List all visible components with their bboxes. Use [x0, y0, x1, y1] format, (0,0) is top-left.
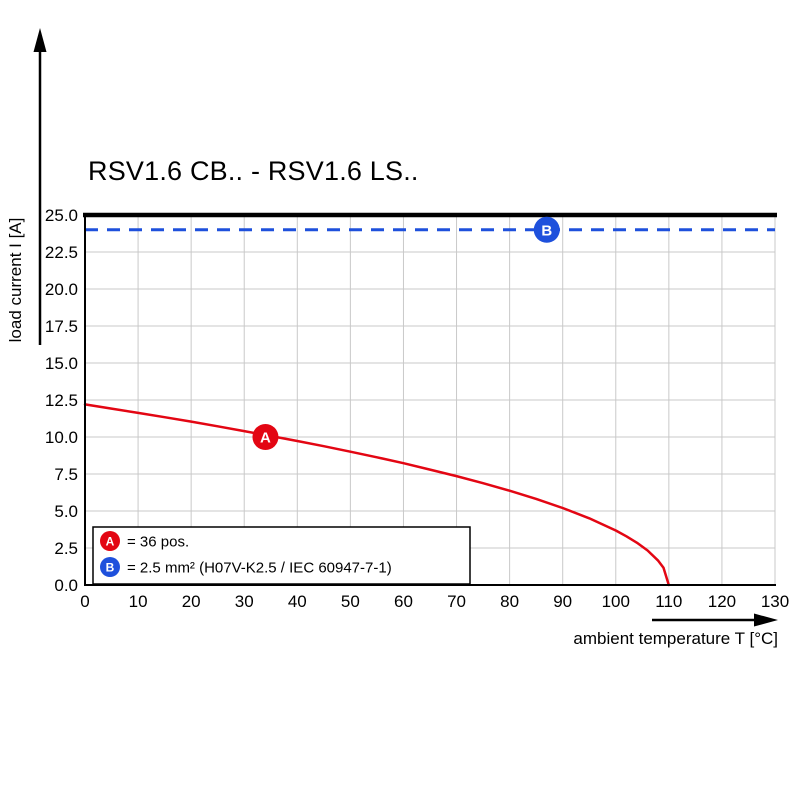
y-tick-label: 15.0 [45, 354, 78, 373]
x-tick-label: 90 [553, 592, 572, 611]
svg-text:B: B [541, 222, 552, 239]
marker-B: B [533, 216, 560, 243]
marker-A: A [252, 424, 279, 450]
x-tick-labels: 0 10 20 30 40 50 60 70 80 90 100 110 120 130 [80, 592, 789, 611]
chart-title: RSV1.6 CB.. - RSV1.6 LS.. [88, 156, 419, 186]
x-tick-label: 80 [500, 592, 519, 611]
x-axis-arrow [652, 613, 778, 627]
y-tick-label: 5.0 [54, 502, 78, 521]
series-A-curve [83, 403, 671, 587]
x-tick-label: 100 [602, 592, 630, 611]
x-tick-label: 70 [447, 592, 466, 611]
x-tick-label: 110 [655, 592, 682, 611]
y-tick-label: 10.0 [45, 428, 78, 447]
y-tick-label: 7.5 [54, 465, 78, 484]
legend-badge-letter: B [106, 561, 115, 575]
legend-item-B: B = 2.5 mm² (H07V-K2.5 / IEC 60947-7-1) [100, 557, 392, 577]
legend-box [92, 526, 471, 585]
x-tick-label: 40 [288, 592, 307, 611]
x-tick-label: 130 [761, 592, 789, 611]
y-tick-label: 17.5 [45, 317, 78, 336]
y-tick-label: 20.0 [45, 280, 78, 299]
y-axis-arrow [33, 28, 47, 345]
legend-item-text: = 2.5 mm² (H07V-K2.5 / IEC 60947-7-1) [127, 560, 392, 577]
legend-item-text: = 36 pos. [127, 534, 189, 551]
legend-item-A: A = 36 pos. [100, 531, 189, 551]
y-axis-label: load current I [A] [6, 218, 25, 343]
grid [85, 215, 776, 585]
legend-badge-letter: A [106, 535, 115, 549]
legend-badge-A [100, 531, 120, 551]
y-tick-label: 12.5 [45, 391, 78, 410]
x-tick-label: 120 [708, 592, 736, 611]
y-tick-label: 0.0 [54, 576, 78, 595]
y-tick-label: 2.5 [54, 539, 78, 558]
x-tick-label: 10 [129, 592, 148, 611]
svg-text:A: A [260, 430, 271, 447]
legend-badge-B [100, 557, 120, 577]
x-tick-label: 30 [235, 592, 254, 611]
x-tick-label: 50 [341, 592, 360, 611]
legend: A = 36 pos. B = 2.5 mm² (H07V-K2.5 / IEC 60… [92, 526, 471, 585]
x-tick-label: 60 [394, 592, 413, 611]
x-tick-label: 0 [80, 592, 89, 611]
y-tick-label: 22.5 [45, 243, 78, 262]
y-tick-labels: 0.0 2.5 5.0 7.5 10.0 12.5 15.0 17.5 20.0 22.5 25.0 [45, 206, 78, 595]
x-tick-label: 20 [182, 592, 201, 611]
x-axis-label: ambient temperature T [°C] [573, 629, 778, 648]
y-tick-label: 25.0 [45, 206, 78, 225]
